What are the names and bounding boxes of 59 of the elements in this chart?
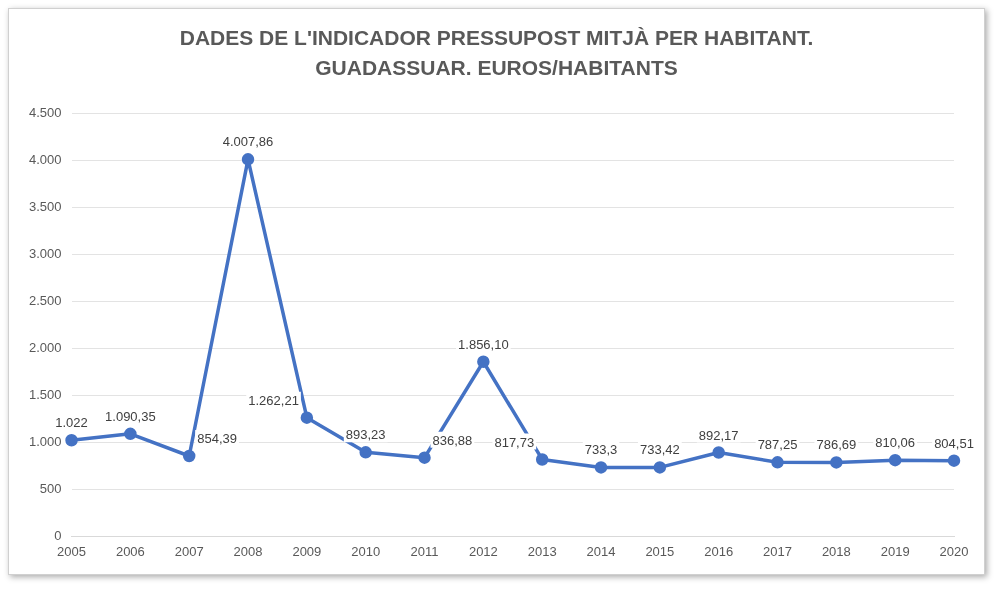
point [477, 355, 490, 369]
data-label: 4.007,86 [222, 134, 274, 150]
point [418, 451, 431, 464]
data-label: 854,39 [197, 431, 237, 447]
y-tick-label: 4.500 [28, 104, 62, 120]
data-label: 733,42 [639, 442, 680, 458]
x-tick-label: 2010 [351, 543, 381, 559]
data-label: 810,06 [875, 435, 916, 451]
x-tick-label: 2015 [645, 543, 675, 559]
point [182, 449, 196, 463]
point [359, 446, 372, 459]
point [888, 453, 902, 467]
data-label: 804,51 [934, 435, 974, 451]
data-label: 1.022 [55, 415, 88, 431]
x-tick-label: 2017 [763, 543, 792, 559]
point [535, 453, 549, 466]
x-tick-label: 2006 [115, 543, 145, 559]
y-tick-label: 3.500 [28, 198, 62, 214]
y-tick-label: 2.000 [28, 339, 62, 355]
y-tick-label: 1.500 [28, 386, 62, 402]
data-label: 817,73 [494, 434, 535, 450]
x-tick-label: 2009 [292, 543, 322, 559]
x-tick-label: 2020 [939, 543, 969, 559]
data-label: 892,17 [698, 427, 739, 443]
y-tick-label: 500 [39, 480, 62, 496]
x-tick-label: 2012 [468, 543, 498, 559]
data-label: 1.856,10 [458, 336, 509, 352]
data-label: 786,69 [816, 437, 857, 453]
point [241, 153, 255, 166]
data-label: 1.262,21 [248, 392, 299, 408]
y-tick-label: 2.500 [28, 292, 62, 308]
point [830, 456, 843, 469]
point [300, 411, 314, 424]
y-tick-label: 3.000 [28, 245, 62, 261]
point [771, 456, 784, 469]
x-tick-label: 2007 [174, 543, 204, 559]
point [653, 461, 667, 474]
x-tick-label: 2011 [410, 543, 439, 559]
x-tick-label: 2008 [233, 543, 263, 559]
point [594, 461, 608, 474]
y-tick-label: 1.000 [28, 433, 62, 449]
x-tick-label: 2018 [821, 543, 851, 559]
point [947, 454, 961, 467]
point [712, 446, 725, 459]
data-label: 787,25 [757, 437, 798, 453]
point [65, 433, 78, 447]
data-label: 733,3 [584, 442, 618, 458]
x-tick-label: 2013 [527, 543, 557, 559]
data-label: 893,23 [345, 427, 386, 443]
data-label: 836,88 [432, 432, 473, 448]
data-label: 1.090,35 [105, 408, 156, 424]
x-tick-label: 2005 [57, 543, 86, 559]
x-tick-label: 2016 [704, 543, 734, 559]
y-tick-label: 0 [54, 527, 62, 543]
x-tick-label: 2019 [880, 543, 910, 559]
y-tick-label: 4.000 [28, 151, 62, 167]
point [124, 427, 137, 441]
chart-title: DADES DE L'INDICADOR PRESSUPOST MITJÀ PER HABITANT. GUADASSUAR. EUROS/HABITANTS [178, 25, 815, 81]
x-tick-label: 2014 [586, 543, 616, 559]
